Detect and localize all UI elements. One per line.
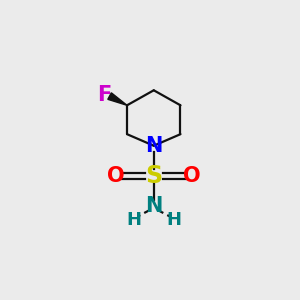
Text: O: O (106, 166, 124, 186)
Text: F: F (97, 85, 111, 105)
Polygon shape (108, 93, 127, 105)
Text: H: H (127, 211, 142, 229)
Text: S: S (145, 164, 162, 188)
Text: O: O (183, 166, 201, 186)
Text: N: N (145, 196, 162, 216)
Text: H: H (166, 211, 181, 229)
Text: N: N (145, 136, 162, 156)
